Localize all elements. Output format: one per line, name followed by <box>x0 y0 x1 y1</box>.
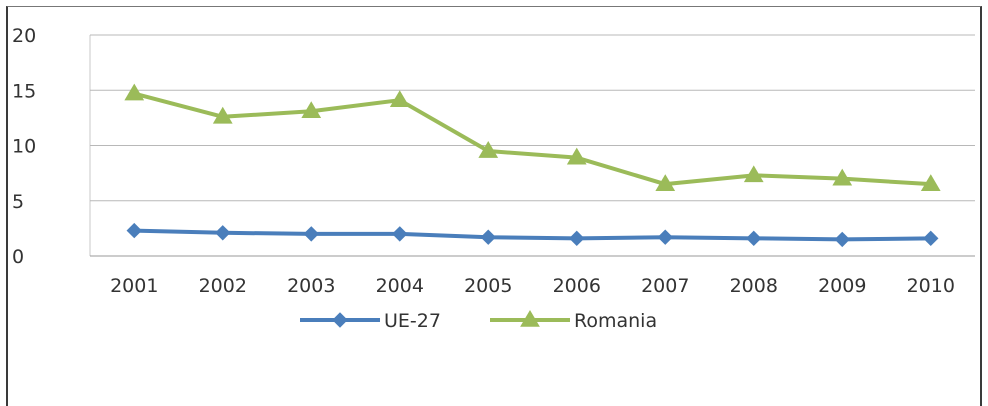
data-point-romania <box>301 101 322 119</box>
data-point-romania <box>920 174 941 191</box>
data-point-ue-27 <box>923 230 939 247</box>
y-tick-label: 15 <box>12 80 36 102</box>
series-layer <box>124 83 941 248</box>
x-tick-label: 2006 <box>553 275 601 297</box>
x-tick-label: 2009 <box>818 275 866 297</box>
x-tick-label: 2010 <box>907 275 955 297</box>
x-tick-label: 2003 <box>287 275 335 297</box>
legend-marker <box>520 310 540 327</box>
series-line-romania <box>133 91 931 187</box>
data-point-romania <box>478 141 499 158</box>
gridlines <box>89 34 975 257</box>
chart-frame <box>6 6 982 406</box>
data-point-romania <box>566 147 587 165</box>
y-tick-label: 20 <box>12 25 36 47</box>
data-point-ue-27 <box>215 225 231 241</box>
data-point-romania <box>124 83 145 101</box>
data-point-ue-27 <box>746 230 762 247</box>
data-point-ue-27 <box>392 226 408 242</box>
x-tick-label: 2008 <box>730 275 778 297</box>
data-point-ue-27 <box>834 231 850 248</box>
y-tick-label: 5 <box>12 191 24 213</box>
y-axis-ticks: 0 5 10 15 20 <box>12 25 36 268</box>
data-point-romania <box>743 165 764 183</box>
series-line-ue-27 <box>134 228 931 242</box>
x-tick-label: 2005 <box>464 275 512 297</box>
data-point-ue-27 <box>480 229 496 245</box>
x-axis-ticks: 2001 2002 2003 2004 2005 2006 2007 2008 2009 2010 <box>110 275 955 297</box>
legend-label: UE-27 <box>384 310 441 332</box>
legend-marker <box>332 312 348 328</box>
data-point-ue-27 <box>569 230 585 247</box>
y-tick-label: 0 <box>12 246 24 268</box>
legend-label: Romania <box>574 310 657 332</box>
data-point-romania <box>832 168 853 186</box>
x-tick-label: 2002 <box>199 275 247 297</box>
legend: UE-27 Romania <box>300 310 657 332</box>
data-point-romania <box>655 174 676 191</box>
y-tick-label: 10 <box>12 136 36 158</box>
data-point-romania <box>212 106 233 124</box>
data-point-ue-27 <box>657 229 673 245</box>
x-tick-label: 2007 <box>641 275 689 297</box>
data-point-ue-27 <box>126 222 142 239</box>
data-point-ue-27 <box>303 226 319 242</box>
x-tick-label: 2004 <box>376 275 424 297</box>
data-point-romania <box>389 90 410 107</box>
x-tick-label: 2001 <box>110 275 158 297</box>
